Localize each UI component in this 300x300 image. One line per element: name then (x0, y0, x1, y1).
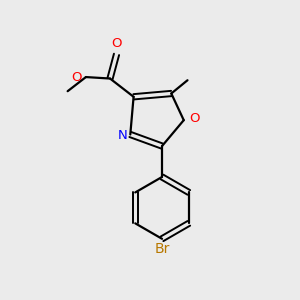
Text: O: O (189, 112, 200, 125)
Text: N: N (118, 130, 128, 142)
Text: O: O (111, 37, 122, 50)
Text: Br: Br (154, 242, 170, 256)
Text: O: O (72, 70, 82, 84)
